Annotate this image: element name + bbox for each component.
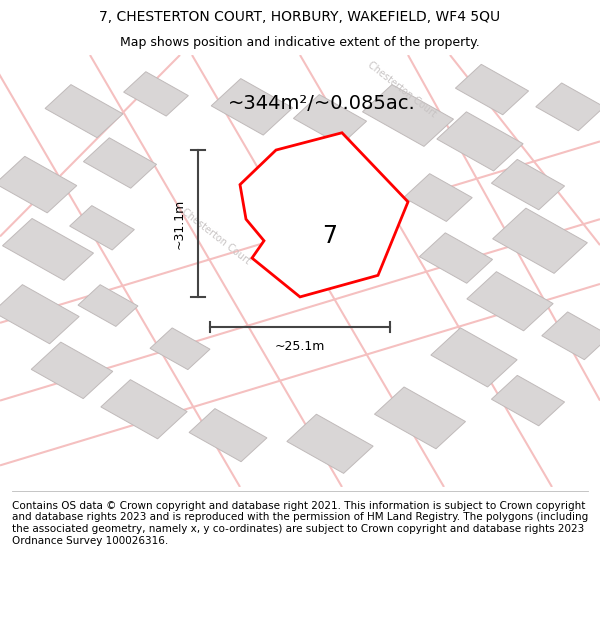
Polygon shape <box>0 156 77 213</box>
Polygon shape <box>404 174 472 221</box>
Polygon shape <box>31 342 113 399</box>
Polygon shape <box>293 94 367 145</box>
Polygon shape <box>124 72 188 116</box>
Polygon shape <box>374 387 466 449</box>
Text: Map shows position and indicative extent of the property.: Map shows position and indicative extent… <box>120 36 480 49</box>
Polygon shape <box>45 84 123 138</box>
Polygon shape <box>431 328 517 387</box>
Polygon shape <box>70 206 134 250</box>
Polygon shape <box>83 138 157 188</box>
Polygon shape <box>78 285 138 326</box>
Polygon shape <box>211 79 293 135</box>
Polygon shape <box>2 219 94 280</box>
Polygon shape <box>493 208 587 273</box>
Text: Chesterton Court: Chesterton Court <box>366 60 438 119</box>
Polygon shape <box>437 112 523 171</box>
Text: Contains OS data © Crown copyright and database right 2021. This information is : Contains OS data © Crown copyright and d… <box>12 501 588 546</box>
Polygon shape <box>491 376 565 426</box>
Polygon shape <box>362 84 454 146</box>
Text: ~344m²/~0.085ac.: ~344m²/~0.085ac. <box>228 94 416 113</box>
Polygon shape <box>189 409 267 462</box>
Polygon shape <box>542 312 600 359</box>
Polygon shape <box>536 83 600 131</box>
Text: ~25.1m: ~25.1m <box>275 340 325 353</box>
Polygon shape <box>150 328 210 369</box>
Text: Chesterton Court: Chesterton Court <box>180 207 252 266</box>
Polygon shape <box>287 414 373 473</box>
Polygon shape <box>0 284 79 344</box>
Text: 7: 7 <box>323 224 337 249</box>
Polygon shape <box>101 379 187 439</box>
Polygon shape <box>491 159 565 210</box>
Polygon shape <box>419 233 493 283</box>
Text: ~31.1m: ~31.1m <box>173 198 186 249</box>
Polygon shape <box>455 64 529 115</box>
Polygon shape <box>467 272 553 331</box>
Polygon shape <box>240 132 408 297</box>
Text: 7, CHESTERTON COURT, HORBURY, WAKEFIELD, WF4 5QU: 7, CHESTERTON COURT, HORBURY, WAKEFIELD,… <box>100 10 500 24</box>
